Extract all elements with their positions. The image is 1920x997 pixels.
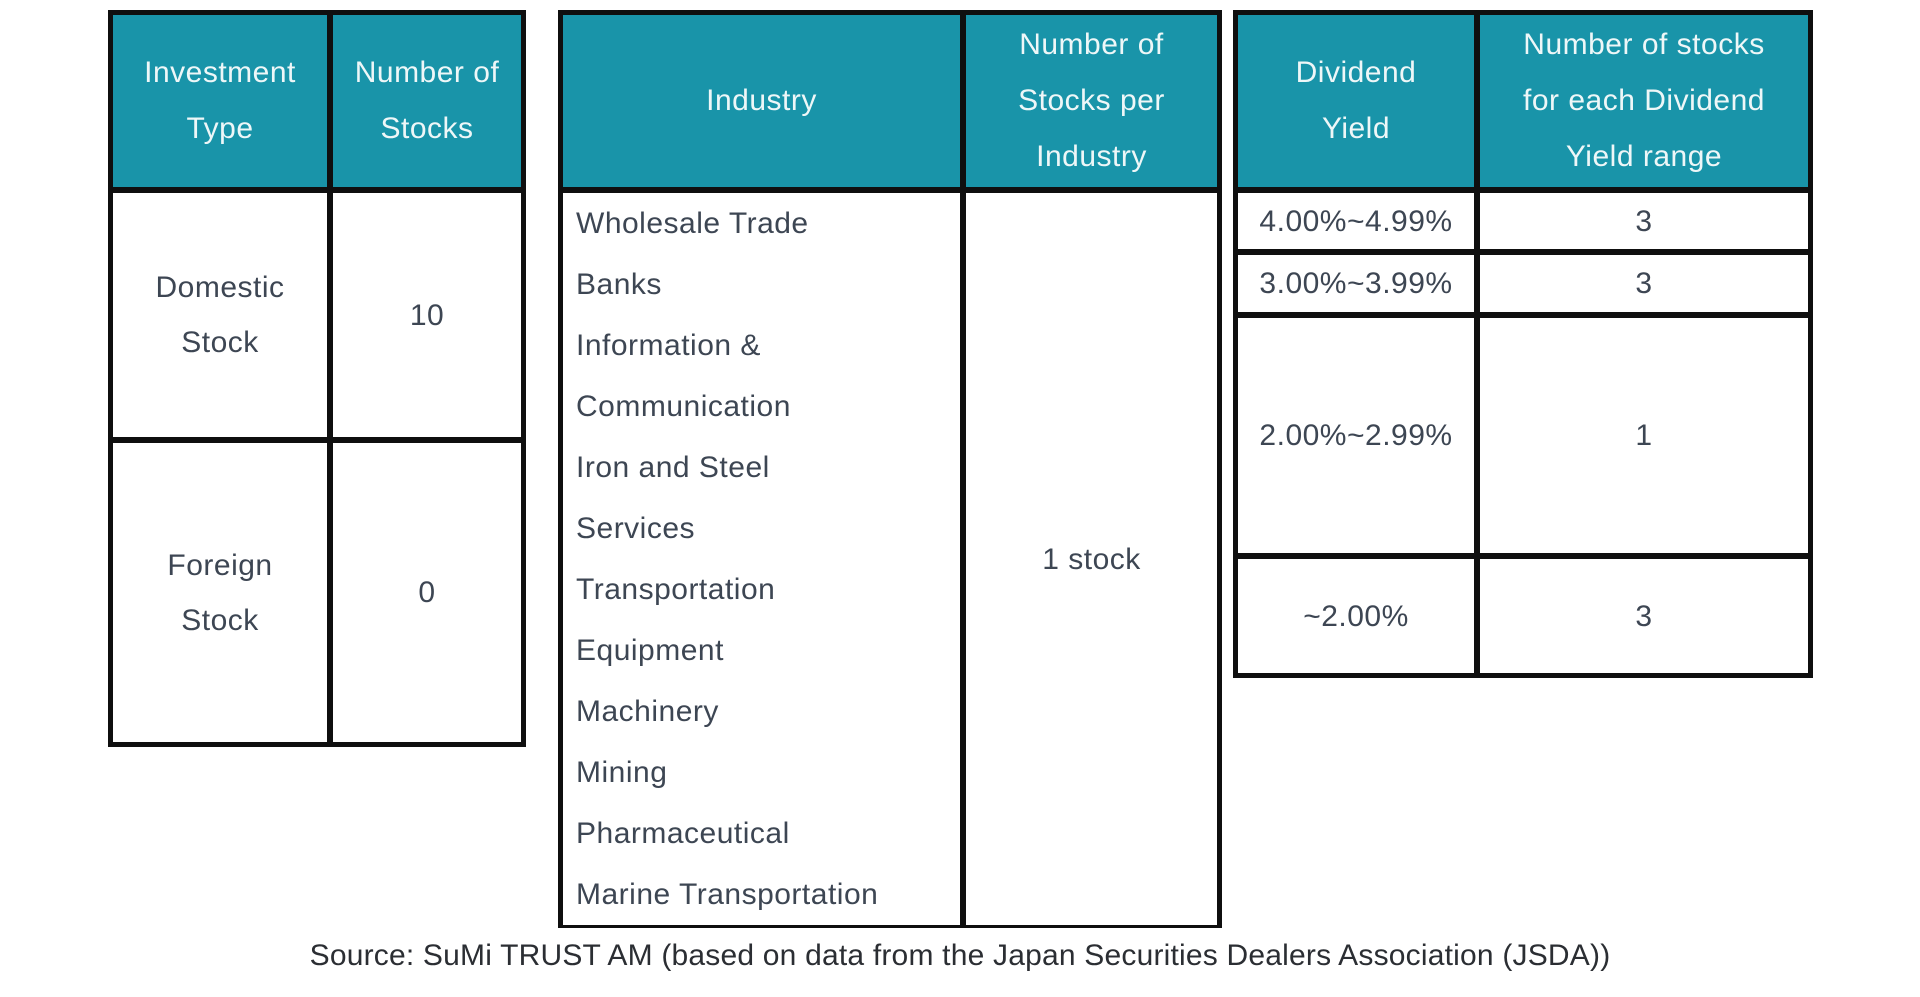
industry-header: Industry [563,15,960,187]
yield-range-3-count: 3 [1480,255,1808,312]
industry-table: Industry Number of Stocks per Industry W… [558,10,1222,928]
dividend-yield-header: Dividend Yield [1238,15,1474,187]
investment-type-header: Investment Type [113,15,327,187]
number-of-stocks-header: Number of Stocks [333,15,521,187]
investment-row-domestic-label: Domestic Stock [113,193,327,437]
investment-row-foreign-count: 0 [333,443,521,742]
source-note: Source: SuMi TRUST AM (based on data fro… [309,939,1611,972]
yield-range-under2-label: ~2.00% [1238,559,1474,673]
yield-range-4-label: 4.00%~4.99% [1238,193,1474,249]
yield-range-under2-count: 3 [1480,559,1808,673]
stocks-per-industry-header: Number of Stocks per Industry [966,15,1217,187]
yield-range-2-count: 1 [1480,318,1808,553]
stocks-per-industry-cell: 1 stock [966,193,1217,925]
yield-range-4-count: 3 [1480,193,1808,249]
yield-range-3-label: 3.00%~3.99% [1238,255,1474,312]
dividend-yield-table: Dividend Yield Number of stocks for each… [1233,10,1813,678]
industry-list-cell: Wholesale Trade Banks Information & Comm… [563,193,960,925]
stocks-per-yield-range-header: Number of stocks for each Dividend Yield… [1480,15,1808,187]
investment-row-foreign-label: Foreign Stock [113,443,327,742]
investment-type-table: Investment Type Number of Stocks Domesti… [108,10,526,747]
investment-row-domestic-count: 10 [333,193,521,437]
yield-range-2-label: 2.00%~2.99% [1238,318,1474,553]
